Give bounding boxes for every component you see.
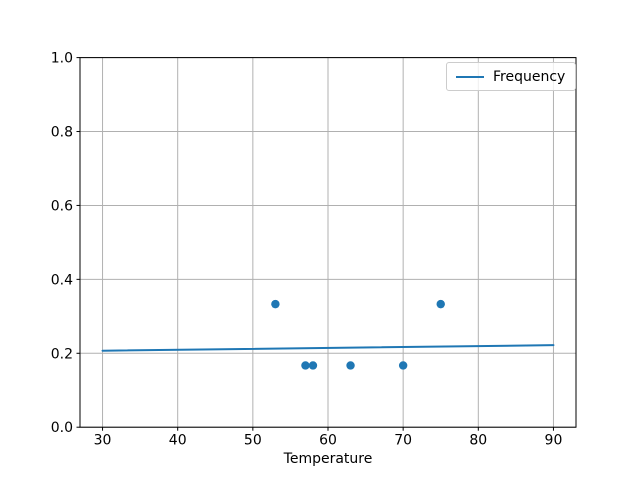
y-tick-label-0.0: 0.0 — [51, 420, 73, 436]
legend-label: Frequency — [493, 68, 566, 85]
y-tick-label-0.6: 0.6 — [51, 198, 73, 214]
scatter-point-58-2 — [308, 361, 318, 370]
x-tick-label-80: 80 — [469, 433, 487, 449]
y-tick-label-0.8: 0.8 — [51, 125, 73, 141]
x-axis-label: Temperature — [283, 451, 373, 467]
x-tick-label-60: 60 — [319, 433, 337, 449]
x-tick-label-50: 50 — [244, 433, 262, 449]
y-tick-label-1.0: 1.0 — [51, 51, 73, 67]
legend: Frequency — [446, 62, 577, 91]
x-tick-label-90: 90 — [545, 433, 563, 449]
scatter-point-53-0 — [271, 299, 280, 309]
y-tick-label-0.4: 0.4 — [51, 272, 73, 288]
x-tick-label-30: 30 — [94, 433, 112, 449]
scatter-point-70-4 — [398, 361, 408, 370]
y-tick-label-0.2: 0.2 — [51, 346, 73, 362]
x-tick-label-40: 40 — [169, 433, 187, 449]
legend-line-sample — [456, 75, 484, 78]
scatter-point-63-3 — [346, 361, 355, 370]
scatter-point-57-1 — [301, 361, 310, 370]
series-line-frequency — [101, 344, 555, 352]
scatter-point-75-5 — [436, 299, 445, 309]
x-tick-label-70: 70 — [394, 433, 412, 449]
